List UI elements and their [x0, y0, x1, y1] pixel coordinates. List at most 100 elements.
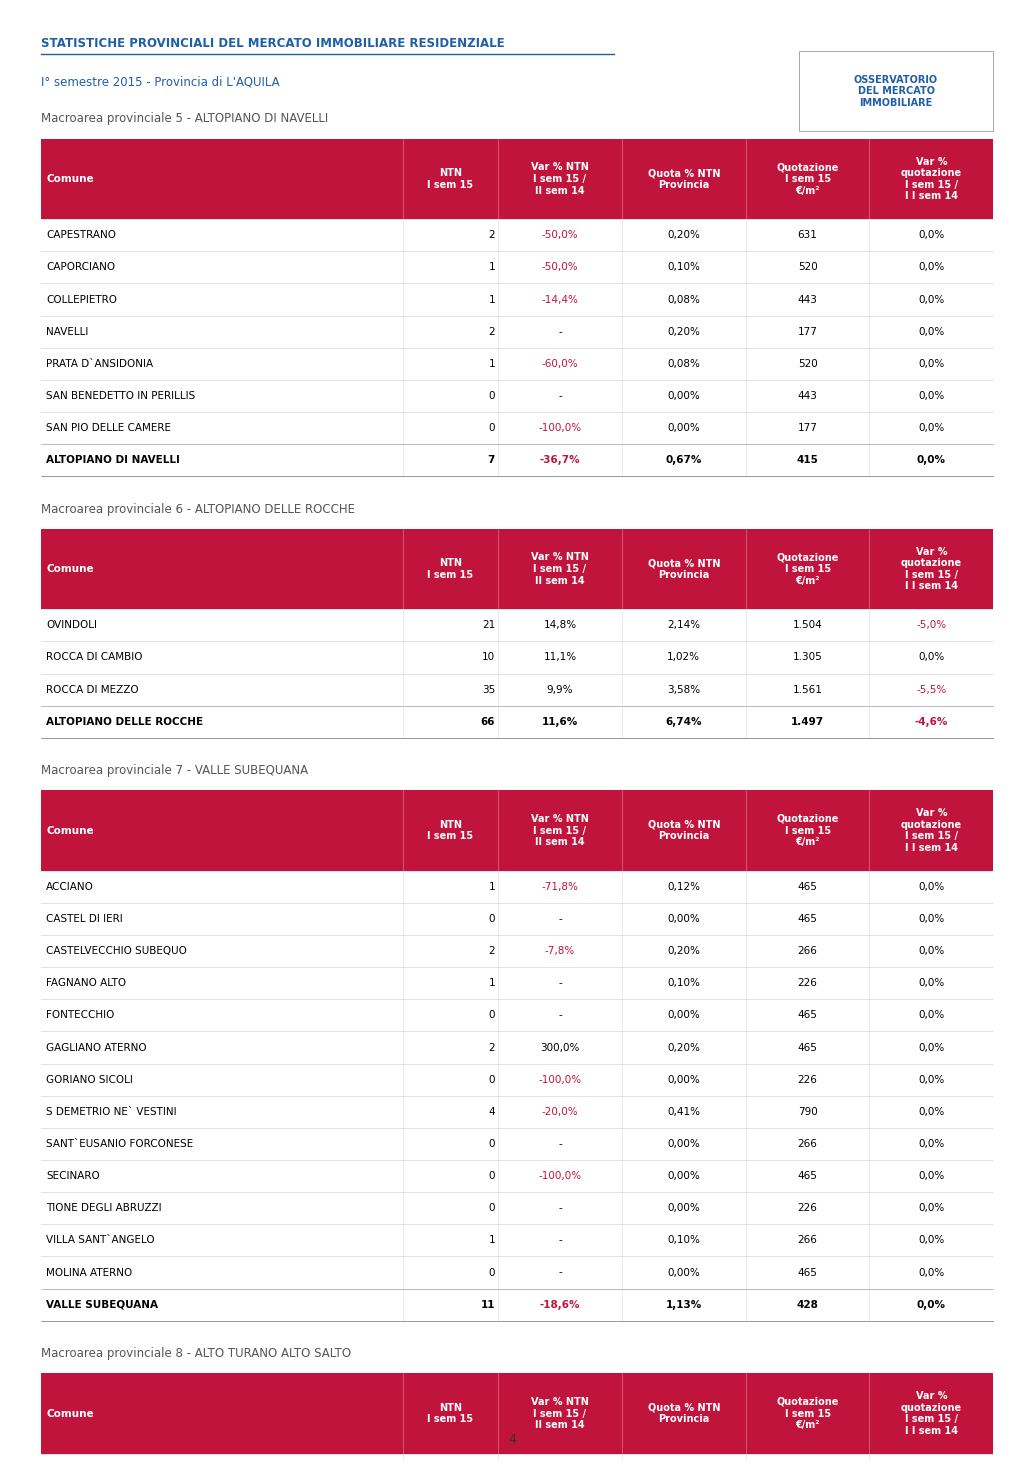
Text: Var % NTN
I sem 15 /
II sem 14: Var % NTN I sem 15 / II sem 14 [531, 162, 589, 196]
Text: 1: 1 [488, 295, 495, 304]
Text: 0: 0 [488, 392, 495, 400]
Text: 0,08%: 0,08% [668, 295, 700, 304]
Text: VILLA SANT`ANGELO: VILLA SANT`ANGELO [46, 1236, 155, 1245]
Text: OVINDOLI: OVINDOLI [46, 621, 97, 630]
Text: 0,0%: 0,0% [919, 1140, 944, 1148]
Text: 520: 520 [798, 359, 817, 368]
Text: -: - [558, 1140, 562, 1148]
Text: SAN BENEDETTO IN PERILLIS: SAN BENEDETTO IN PERILLIS [46, 392, 196, 400]
Bar [41, 1064, 993, 1096]
Text: -20,0%: -20,0% [542, 1107, 579, 1116]
Text: 631: 631 [798, 231, 817, 240]
Text: Quotazione
I sem 15
€/m²: Quotazione I sem 15 €/m² [776, 162, 839, 196]
Text: CASTELVECCHIO SUBEQUO: CASTELVECCHIO SUBEQUO [46, 947, 187, 955]
Text: -71,8%: -71,8% [542, 882, 579, 891]
Text: 0,0%: 0,0% [919, 882, 944, 891]
Text: -5,5%: -5,5% [916, 685, 946, 694]
Text: 0,00%: 0,00% [668, 1268, 700, 1277]
Text: -36,7%: -36,7% [540, 456, 581, 465]
Bar [41, 251, 993, 283]
Text: 0,0%: 0,0% [919, 231, 944, 240]
Text: GAGLIANO ATERNO: GAGLIANO ATERNO [46, 1043, 146, 1052]
Bar [41, 1289, 993, 1321]
Bar [41, 316, 993, 348]
Text: 266: 266 [798, 947, 817, 955]
Text: 0,0%: 0,0% [919, 915, 944, 923]
Text: FAGNANO ALTO: FAGNANO ALTO [46, 979, 126, 988]
Text: -60,0%: -60,0% [542, 359, 579, 368]
Text: 10: 10 [482, 653, 495, 662]
Text: 177: 177 [798, 327, 817, 336]
Bar [41, 412, 993, 444]
Text: Quota % NTN
Provincia: Quota % NTN Provincia [647, 1403, 720, 1424]
Text: 428: 428 [797, 1300, 818, 1309]
Text: 0,0%: 0,0% [919, 1107, 944, 1116]
Text: Quotazione
I sem 15
€/m²: Quotazione I sem 15 €/m² [776, 552, 839, 586]
Text: 9,9%: 9,9% [547, 685, 573, 694]
Text: 0: 0 [488, 1011, 495, 1020]
Text: 1.305: 1.305 [793, 653, 822, 662]
Text: 465: 465 [798, 1043, 817, 1052]
Text: 6,74%: 6,74% [666, 717, 702, 726]
Text: 0,0%: 0,0% [919, 327, 944, 336]
Text: -18,6%: -18,6% [540, 1300, 581, 1309]
Text: 0,0%: 0,0% [919, 1172, 944, 1180]
Text: 1.561: 1.561 [793, 685, 822, 694]
Text: Quotazione
I sem 15
€/m²: Quotazione I sem 15 €/m² [776, 814, 839, 847]
Text: 0,08%: 0,08% [668, 359, 700, 368]
Text: 0,00%: 0,00% [668, 1011, 700, 1020]
Text: 0,0%: 0,0% [919, 295, 944, 304]
Text: -14,4%: -14,4% [542, 295, 579, 304]
Text: 1.504: 1.504 [793, 621, 822, 630]
Text: 11,1%: 11,1% [544, 653, 577, 662]
Text: SAN PIO DELLE CAMERE: SAN PIO DELLE CAMERE [46, 424, 171, 432]
Text: Quota % NTN
Provincia: Quota % NTN Provincia [647, 820, 720, 842]
Text: 0,00%: 0,00% [668, 1075, 700, 1084]
Text: VALLE SUBEQUANA: VALLE SUBEQUANA [46, 1300, 158, 1309]
Bar [41, 1096, 993, 1128]
Bar [41, 790, 993, 871]
Text: Comune: Comune [46, 564, 94, 574]
Text: 0,0%: 0,0% [916, 456, 946, 465]
Text: FONTECCHIO: FONTECCHIO [46, 1011, 115, 1020]
Text: 0,20%: 0,20% [668, 327, 700, 336]
Bar [41, 999, 993, 1031]
Text: 11,6%: 11,6% [542, 717, 579, 726]
Bar [41, 871, 993, 903]
Text: 0,20%: 0,20% [668, 231, 700, 240]
Text: 0,41%: 0,41% [668, 1107, 700, 1116]
Text: 177: 177 [798, 424, 817, 432]
Text: 790: 790 [798, 1107, 817, 1116]
Text: 4: 4 [508, 1433, 516, 1445]
Text: 0,0%: 0,0% [919, 392, 944, 400]
Text: 0,0%: 0,0% [919, 1043, 944, 1052]
Text: 415: 415 [797, 456, 818, 465]
Text: 1: 1 [488, 359, 495, 368]
Text: 266: 266 [798, 1236, 817, 1245]
Text: Var %
quotazione
I sem 15 /
I I sem 14: Var % quotazione I sem 15 / I I sem 14 [901, 156, 962, 202]
Text: Macroarea provinciale 7 - VALLE SUBEQUANA: Macroarea provinciale 7 - VALLE SUBEQUAN… [41, 764, 308, 777]
Text: Var %
quotazione
I sem 15 /
I I sem 14: Var % quotazione I sem 15 / I I sem 14 [901, 1391, 962, 1436]
Bar [41, 706, 993, 738]
Text: NTN
I sem 15: NTN I sem 15 [427, 820, 473, 842]
Text: -100,0%: -100,0% [539, 1172, 582, 1180]
Text: PRATA D`ANSIDONIA: PRATA D`ANSIDONIA [46, 359, 154, 368]
Text: Comune: Comune [46, 174, 94, 184]
Bar [41, 348, 993, 380]
Text: 0,12%: 0,12% [668, 882, 700, 891]
Text: TIONE DEGLI ABRUZZI: TIONE DEGLI ABRUZZI [46, 1204, 162, 1213]
Text: 0: 0 [488, 1140, 495, 1148]
Bar [41, 444, 993, 476]
Bar [41, 903, 993, 935]
Text: ALTOPIANO DELLE ROCCHE: ALTOPIANO DELLE ROCCHE [46, 717, 203, 726]
Text: 21: 21 [481, 621, 495, 630]
Text: 0,67%: 0,67% [666, 456, 702, 465]
Text: NAVELLI: NAVELLI [46, 327, 88, 336]
Text: 1,02%: 1,02% [668, 653, 700, 662]
Text: 2: 2 [488, 947, 495, 955]
Text: ACCIANO: ACCIANO [46, 882, 94, 891]
Text: -50,0%: -50,0% [542, 263, 579, 272]
Text: NTN
I sem 15: NTN I sem 15 [427, 168, 473, 190]
Text: 0,0%: 0,0% [919, 1204, 944, 1213]
Text: 0,0%: 0,0% [919, 947, 944, 955]
